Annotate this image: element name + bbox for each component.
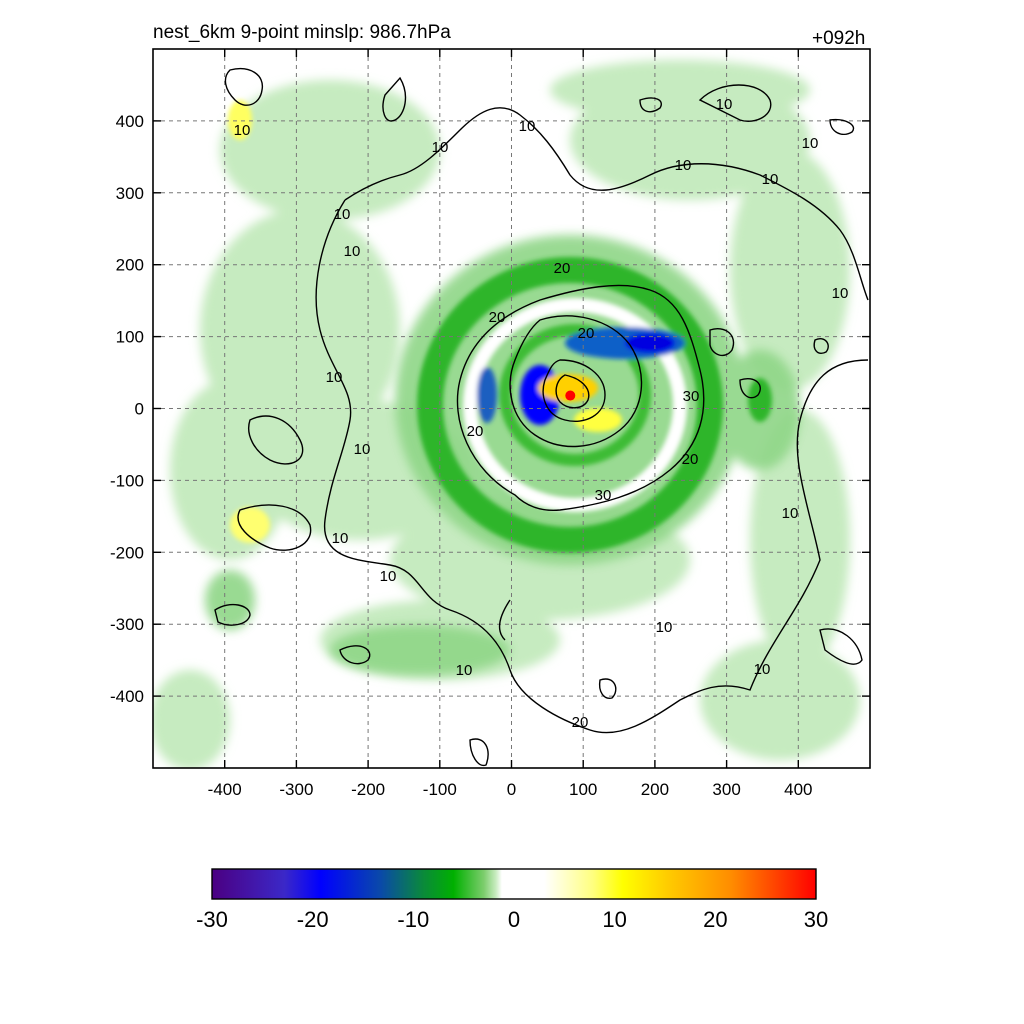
contour-label: 10 — [344, 243, 361, 260]
contour-label: 20 — [572, 714, 589, 731]
x-tick-label: -400 — [208, 780, 242, 799]
chart-title: nest_6km 9-point minslp: 986.7hPa — [153, 22, 451, 43]
colorbar-tick-label: -10 — [397, 907, 429, 932]
y-tick-label: -200 — [110, 543, 144, 562]
colorbar-ticks: -30 -20 -10 0 10 20 30 — [196, 907, 828, 932]
colorbar-tick-label: 0 — [508, 907, 520, 932]
x-tick-label: 400 — [784, 780, 812, 799]
x-tick-label: -200 — [351, 780, 385, 799]
colorbar — [211, 868, 817, 900]
y-tick-label: -300 — [110, 615, 144, 634]
marker-layer — [565, 390, 576, 401]
contour-label: 10 — [380, 568, 397, 585]
contour-label: 10 — [326, 369, 343, 386]
axes: -400 -300 -200 -100 0 100 200 300 40040030020010… — [110, 49, 870, 799]
contour-lines — [214, 68, 869, 767]
contour-label: 30 — [683, 388, 700, 405]
x-tick-label: 0 — [507, 780, 516, 799]
contour-label: 10 — [432, 139, 449, 156]
colorbar-tick-label: -20 — [297, 907, 329, 932]
y-tick-label: 200 — [116, 256, 144, 275]
contour-label: 10 — [334, 206, 351, 223]
y-tick-label: 100 — [116, 328, 144, 347]
x-tick-label: 300 — [712, 780, 740, 799]
contour-labels: 10 10 10 10 10 10 10 10 10 10 10 10 10 10 10 10 10 10 20 20… — [234, 96, 849, 731]
contour-label: 10 — [716, 96, 733, 113]
chart-forecast-hour: +092h — [812, 28, 866, 49]
y-tick-label: 0 — [135, 400, 144, 419]
storm-center-marker — [565, 390, 576, 401]
contour-label: 10 — [762, 171, 779, 188]
contour-label: 20 — [578, 325, 595, 342]
x-tick-label: 200 — [641, 780, 669, 799]
contour-label: 10 — [832, 285, 849, 302]
y-tick-label: -400 — [110, 687, 144, 706]
contour-label: 10 — [656, 619, 673, 636]
contour-label: 20 — [489, 309, 506, 326]
contour-label: 10 — [234, 122, 251, 139]
colorbar-tick-label: -30 — [196, 907, 228, 932]
x-tick-label: -300 — [279, 780, 313, 799]
colorbar-tick-label: 30 — [804, 907, 828, 932]
contour-label: 10 — [519, 118, 536, 135]
colorbar-tick-label: 20 — [703, 907, 727, 932]
contour-label: 10 — [332, 530, 349, 547]
contour-label: 10 — [754, 661, 771, 678]
contour-label: 20 — [467, 423, 484, 440]
contour-label: 10 — [675, 157, 692, 174]
colorbar-tick-label: 10 — [602, 907, 626, 932]
contour-label: 10 — [802, 135, 819, 152]
x-tick-label: -100 — [423, 780, 457, 799]
contour-label: 20 — [554, 260, 571, 277]
y-tick-label: 400 — [116, 112, 144, 131]
contour-label: 30 — [595, 487, 612, 504]
y-tick-label: -100 — [110, 471, 144, 490]
contour-label: 10 — [456, 662, 473, 679]
x-tick-label: 100 — [569, 780, 597, 799]
contour-label: 10 — [354, 441, 371, 458]
contour-label: 10 — [782, 505, 799, 522]
contour-label: 20 — [682, 451, 699, 468]
y-tick-label: 300 — [116, 184, 144, 203]
